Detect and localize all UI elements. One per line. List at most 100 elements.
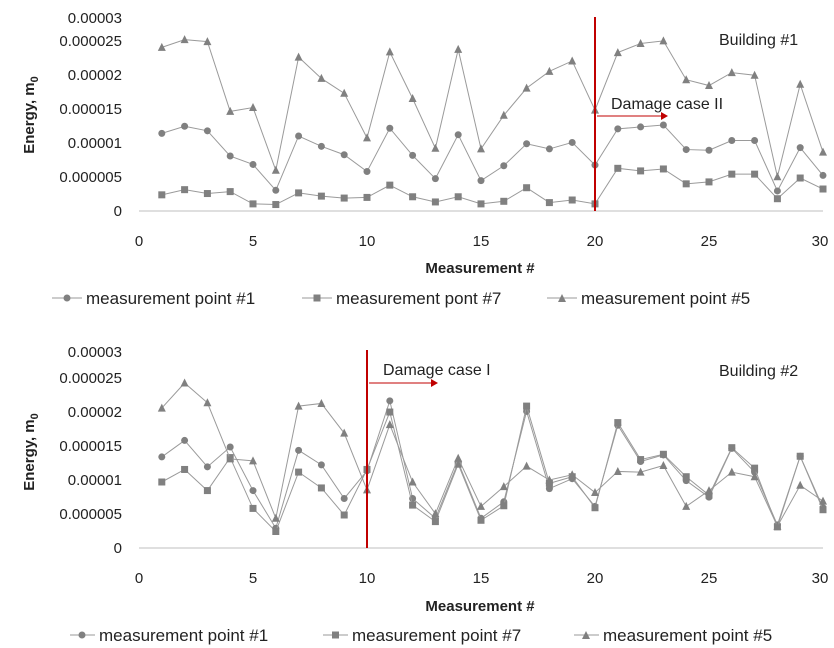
data-point-square <box>295 189 303 197</box>
building-label: Building #2 <box>719 363 798 380</box>
series-circle <box>158 397 827 532</box>
x-tick-label: 0 <box>135 570 143 587</box>
data-point-triangle <box>157 403 166 412</box>
data-point-triangle <box>157 42 166 51</box>
chart-building-1: 0 0.000005 0.00001 0.000015 0.00002 0.00… <box>21 10 828 308</box>
legend-marker-square <box>313 294 321 302</box>
y-axis-label-subscript: 0 <box>29 413 41 419</box>
data-point-triangle <box>271 513 280 522</box>
data-point-circle <box>317 461 325 469</box>
data-point-square <box>705 491 713 499</box>
data-point-triangle <box>705 81 713 90</box>
y-tick-label: 0.00003 <box>68 10 122 27</box>
data-point-square <box>523 184 531 192</box>
data-point-circle <box>545 145 553 153</box>
data-point-square <box>386 408 394 416</box>
series-line <box>161 398 824 530</box>
data-point-triangle <box>636 39 645 48</box>
series-line <box>161 404 824 533</box>
data-point-triangle <box>226 454 235 463</box>
data-point-triangle <box>613 466 622 475</box>
legend-marker-triangle <box>558 294 566 302</box>
data-point-triangle <box>522 461 531 470</box>
data-point-circle <box>796 144 804 152</box>
data-point-circle <box>295 446 303 454</box>
data-point-square <box>340 194 348 202</box>
data-point-triangle <box>203 398 212 407</box>
legend: measurement point #1 measurement point #… <box>70 626 772 645</box>
x-tick-label: 5 <box>249 233 257 250</box>
data-point-triangle <box>408 93 417 102</box>
data-point-triangle <box>294 52 303 61</box>
data-point-triangle <box>773 172 782 181</box>
data-point-triangle <box>568 56 577 65</box>
y-tick-label: 0.00001 <box>68 135 122 152</box>
data-point-square <box>477 516 485 524</box>
legend-label: measurement point #7 <box>352 626 521 645</box>
data-point-triangle <box>408 477 417 486</box>
svg-text:Energy, m0: Energy, m0 <box>21 76 41 154</box>
data-point-triangle <box>659 461 668 469</box>
data-point-square <box>637 167 645 175</box>
y-tick-label: 0.00002 <box>68 67 122 84</box>
data-point-triangle <box>385 420 394 429</box>
data-point-circle <box>477 177 485 185</box>
data-point-triangle <box>431 143 440 152</box>
x-tick-label: 10 <box>359 570 376 587</box>
y-tick-labels: 0 0.000005 0.00001 0.000015 0.00002 0.00… <box>59 344 122 557</box>
legend-label: measurement point #1 <box>86 289 255 308</box>
y-tick-label: 0.000005 <box>59 506 122 523</box>
legend-item-3: measurement point #5 <box>574 626 772 645</box>
series-line <box>161 124 824 193</box>
data-point-square <box>181 186 189 194</box>
legend-label: measurement point #1 <box>99 626 268 645</box>
data-point-circle <box>181 122 189 130</box>
data-point-circle <box>773 187 781 195</box>
data-point-circle <box>409 151 417 159</box>
y-tick-label: 0.000015 <box>59 101 122 118</box>
data-point-triangle <box>545 475 554 484</box>
data-point-triangle <box>545 66 554 75</box>
y-axis-label: Energy, m0 <box>21 413 41 491</box>
data-point-square <box>272 528 280 535</box>
legend-item-1: measurement point #1 <box>52 289 255 308</box>
y-tick-label: 0.00002 <box>68 404 122 421</box>
svg-text:Energy, m0: Energy, m0 <box>21 413 41 491</box>
data-point-square <box>363 193 371 201</box>
data-point-circle <box>181 436 189 444</box>
data-point-circle <box>386 397 394 405</box>
y-axis-label: Energy, m0 <box>21 76 41 154</box>
data-point-square <box>409 193 417 201</box>
data-point-square <box>614 419 622 427</box>
data-point-circle <box>523 140 531 148</box>
y-tick-label: 0.000015 <box>59 438 122 455</box>
data-point-triangle <box>340 88 349 97</box>
x-axis-label: Measurement # <box>425 598 535 615</box>
data-point-circle <box>751 137 759 145</box>
data-point-circle <box>682 146 690 154</box>
data-point-circle <box>363 168 371 176</box>
x-tick-label: 15 <box>473 570 490 587</box>
series-triangle <box>157 378 827 530</box>
data-point-square <box>819 185 827 193</box>
data-point-triangle <box>727 68 736 77</box>
data-point-square <box>614 164 622 172</box>
data-point-circle <box>317 142 325 150</box>
damage-case-label: Damage case II <box>611 96 723 113</box>
data-point-square <box>181 465 189 473</box>
damage-case-label: Damage case I <box>383 362 491 379</box>
data-point-square <box>796 452 804 460</box>
x-tick-label: 20 <box>587 570 604 587</box>
data-point-triangle <box>819 496 827 505</box>
data-point-triangle <box>454 453 463 462</box>
y-tick-labels: 0 0.000005 0.00001 0.000015 0.00002 0.00… <box>59 10 122 220</box>
legend-marker-square <box>332 631 339 639</box>
data-point-square <box>796 174 804 182</box>
data-point-square <box>545 199 553 207</box>
data-point-triangle <box>705 486 713 495</box>
data-point-triangle <box>385 47 394 56</box>
data-point-triangle <box>180 35 189 44</box>
data-point-circle <box>614 125 622 133</box>
series-line <box>161 39 824 177</box>
